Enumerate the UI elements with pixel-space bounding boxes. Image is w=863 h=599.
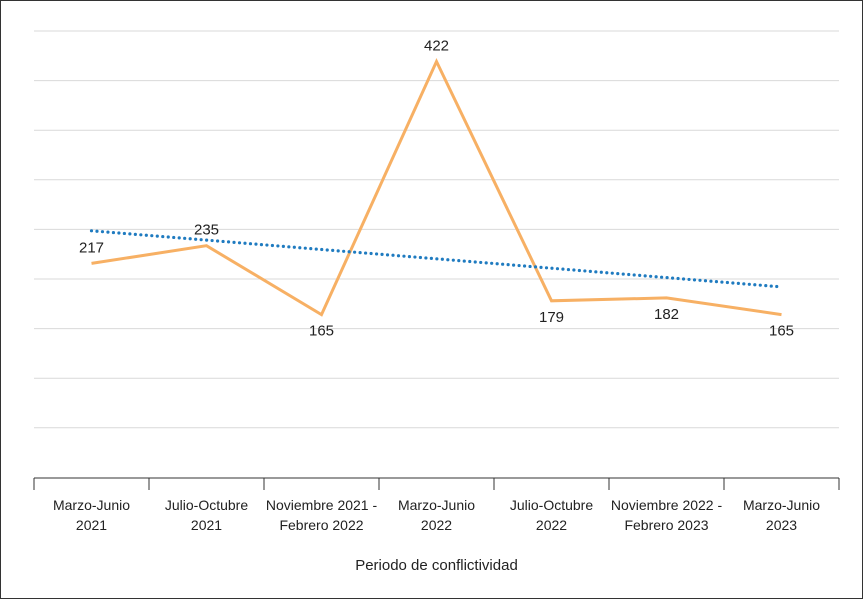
series-layer (89, 57, 784, 317)
x-tick-label: Noviembre 2021 -Febrero 2022 (266, 497, 378, 533)
x-tick-label: Marzo-Junio 2023 (743, 497, 820, 533)
data-labels: 217 235 165 422 179 182 165 (79, 37, 794, 339)
x-tick-label: Marzo-Junio 2022 (398, 497, 475, 533)
x-tick-label: Marzo-Junio 2021 (53, 497, 130, 533)
data-label: 422 (424, 37, 449, 54)
x-tick-label: Julio-Octubre 2022 (510, 497, 593, 533)
x-axis (33, 477, 840, 490)
x-axis-title: Periodo de conflictividad (355, 557, 518, 574)
data-label: 235 (194, 222, 219, 239)
x-tick-label: Julio-Octubre 2021 (165, 497, 248, 533)
x-tick-label: Noviembre 2022 -Febrero 2023 (611, 497, 723, 533)
data-label: 165 (769, 323, 794, 340)
series-line-trend (89, 229, 784, 289)
data-label: 179 (539, 309, 564, 326)
x-tick-labels: Marzo-Junio 2021 Julio-Octubre 2021 Noviembr… (53, 497, 820, 533)
data-label: 165 (309, 323, 334, 340)
data-label: 217 (79, 239, 104, 256)
series-line-conflicts (91, 57, 782, 317)
data-label: 182 (654, 306, 679, 323)
gridlines (34, 30, 839, 429)
